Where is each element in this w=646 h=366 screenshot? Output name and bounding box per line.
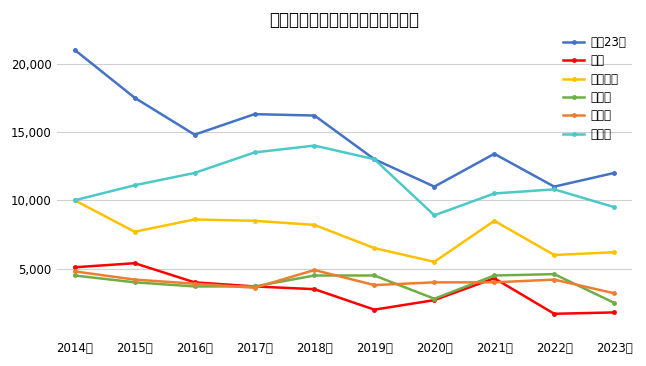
神奈川県 (311, 223, 318, 227)
神奈川県 (490, 219, 498, 223)
埼玉県 (311, 273, 318, 278)
東京23区 (371, 157, 379, 161)
東京23区 (550, 184, 558, 189)
神奈川県 (430, 259, 438, 264)
東京23区 (430, 184, 438, 189)
都下 (430, 298, 438, 302)
神奈川県 (550, 253, 558, 257)
千葉県 (251, 285, 258, 290)
Line: 千葉県: 千葉県 (72, 268, 617, 296)
埼玉県 (430, 296, 438, 301)
埼玉県 (550, 272, 558, 276)
神奈川県 (71, 198, 79, 202)
Line: 都下: 都下 (72, 261, 617, 316)
埼玉県 (371, 273, 379, 278)
大阪府 (430, 213, 438, 217)
千葉県 (430, 280, 438, 284)
Title: 新築マンションの発売戸数（戸）: 新築マンションの発売戸数（戸） (269, 11, 419, 29)
千葉県 (130, 277, 138, 282)
大阪府 (311, 143, 318, 148)
千葉県 (191, 281, 198, 286)
埼玉県 (130, 280, 138, 284)
神奈川県 (610, 250, 618, 254)
埼玉県 (191, 284, 198, 289)
東京23区 (311, 113, 318, 118)
神奈川県 (251, 219, 258, 223)
都下 (610, 310, 618, 315)
大阪府 (490, 191, 498, 196)
大阪府 (251, 150, 258, 155)
千葉県 (490, 280, 498, 284)
埼玉県 (251, 284, 258, 289)
都下 (311, 287, 318, 291)
都下 (550, 311, 558, 316)
神奈川県 (191, 217, 198, 222)
都下 (371, 307, 379, 312)
大阪府 (71, 198, 79, 202)
大阪府 (130, 183, 138, 187)
都下 (490, 276, 498, 280)
都下 (130, 261, 138, 265)
Legend: 東京23区, 都下, 神奈川県, 埼玉県, 千葉県, 大阪府: 東京23区, 都下, 神奈川県, 埼玉県, 千葉県, 大阪府 (559, 31, 631, 145)
埼玉県 (610, 300, 618, 305)
東京23区 (490, 152, 498, 156)
Line: 神奈川県: 神奈川県 (72, 198, 617, 264)
東京23区 (191, 132, 198, 137)
東京23区 (251, 112, 258, 116)
千葉県 (311, 268, 318, 272)
東京23区 (130, 96, 138, 100)
神奈川県 (130, 229, 138, 234)
埼玉県 (490, 273, 498, 278)
Line: 東京23区: 東京23区 (72, 48, 617, 189)
都下 (251, 284, 258, 289)
千葉県 (610, 291, 618, 295)
大阪府 (371, 157, 379, 161)
東京23区 (71, 48, 79, 52)
千葉県 (371, 283, 379, 287)
都下 (71, 265, 79, 269)
大阪府 (610, 205, 618, 209)
Line: 埼玉県: 埼玉県 (72, 272, 617, 305)
千葉県 (71, 269, 79, 274)
神奈川県 (371, 246, 379, 250)
大阪府 (550, 187, 558, 191)
千葉県 (550, 277, 558, 282)
東京23区 (610, 171, 618, 175)
埼玉県 (71, 273, 79, 278)
大阪府 (191, 171, 198, 175)
都下 (191, 280, 198, 284)
Line: 大阪府: 大阪府 (72, 143, 617, 218)
